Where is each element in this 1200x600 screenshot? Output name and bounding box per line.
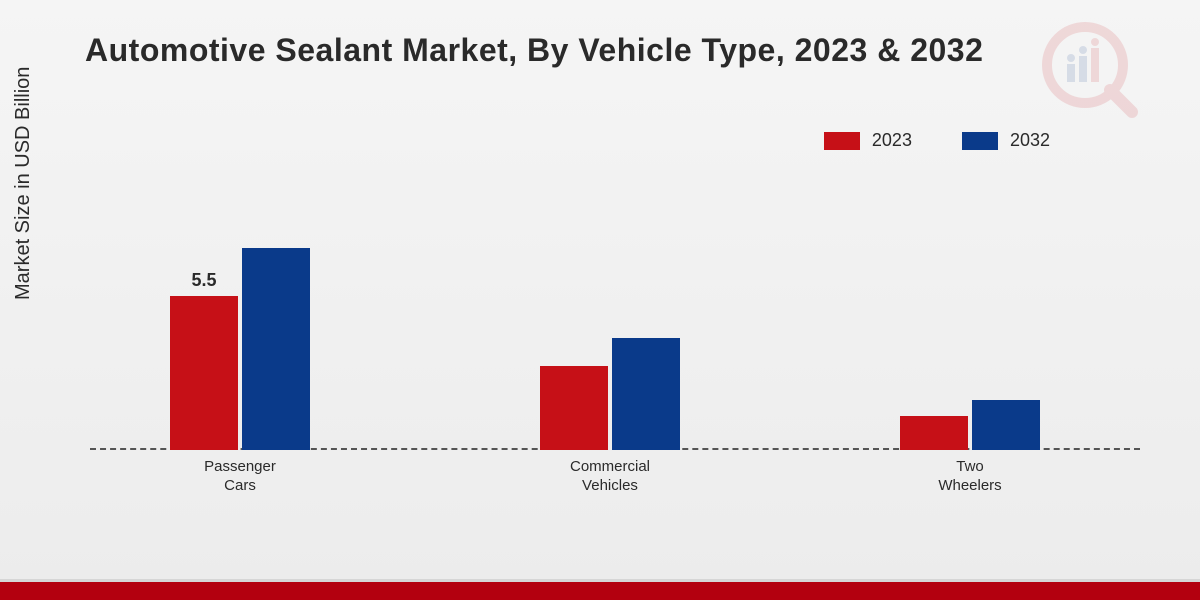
plot-area: 5.5Passenger Cars Commercial Vehicles Two …: [90, 170, 1140, 450]
brand-watermark-icon: [1040, 20, 1140, 120]
bar-group: Two Wheelers: [880, 400, 1060, 450]
bar-value-label: 5.5: [170, 270, 238, 291]
y-axis-label: Market Size in USD Billion: [12, 67, 35, 300]
bar: [900, 416, 968, 450]
bar-group: 5.5Passenger Cars: [150, 248, 330, 450]
bar: [972, 400, 1040, 450]
x-axis-category-label: Commercial Vehicles: [570, 458, 650, 496]
x-axis-category-label: Two Wheelers: [938, 458, 1001, 496]
legend-item-2032: 2032: [962, 130, 1050, 151]
legend-swatch-2023: [824, 132, 860, 150]
legend-item-2023: 2023: [824, 130, 912, 151]
chart-page: Automotive Sealant Market, By Vehicle Ty…: [0, 0, 1200, 600]
legend: 2023 2032: [824, 130, 1050, 151]
bar: 5.5: [170, 296, 238, 450]
bar-group: Commercial Vehicles: [520, 338, 700, 450]
legend-label-2032: 2032: [1010, 130, 1050, 151]
x-axis-category-label: Passenger Cars: [204, 458, 276, 496]
bar: [540, 366, 608, 450]
legend-swatch-2032: [962, 132, 998, 150]
legend-label-2023: 2023: [872, 130, 912, 151]
chart-title: Automotive Sealant Market, By Vehicle Ty…: [85, 32, 983, 69]
footer-accent-bar: [0, 582, 1200, 600]
bar: [242, 248, 310, 450]
bar: [612, 338, 680, 450]
